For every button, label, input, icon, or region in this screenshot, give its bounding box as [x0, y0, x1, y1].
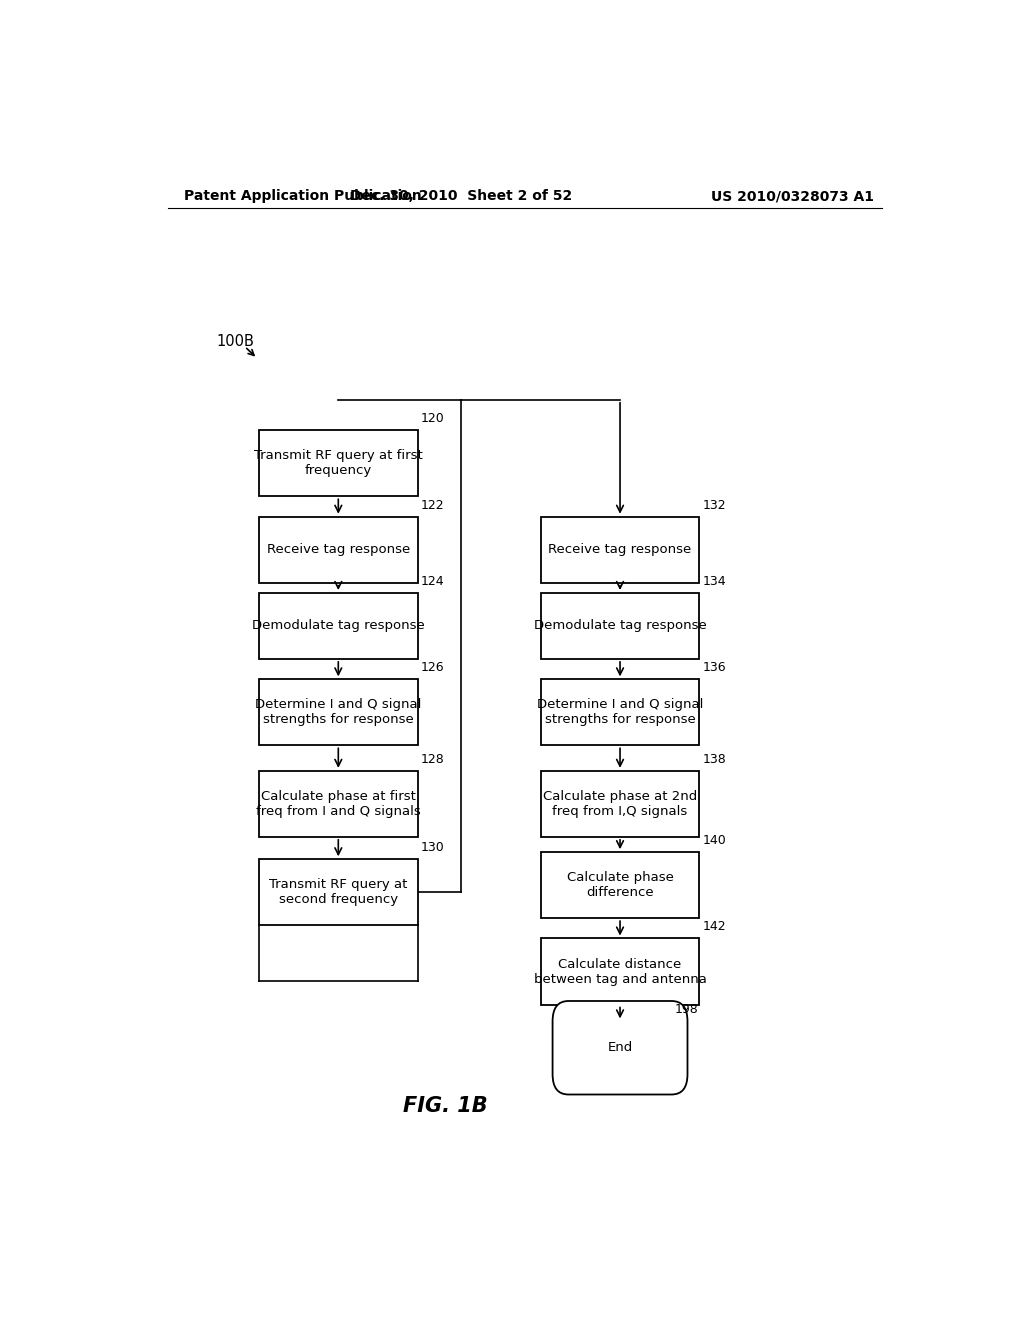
Text: Calculate phase
difference: Calculate phase difference: [566, 871, 674, 899]
Text: 128: 128: [421, 752, 444, 766]
Text: 124: 124: [421, 574, 444, 587]
Text: Patent Application Publication: Patent Application Publication: [183, 189, 421, 203]
Text: 100B: 100B: [217, 334, 255, 348]
Text: End: End: [607, 1041, 633, 1055]
Text: 134: 134: [702, 574, 726, 587]
Bar: [259, 859, 418, 925]
Text: Transmit RF query at
second frequency: Transmit RF query at second frequency: [269, 878, 408, 907]
Text: Demodulate tag response: Demodulate tag response: [252, 619, 425, 632]
Text: 120: 120: [421, 412, 444, 425]
Text: 126: 126: [421, 661, 444, 675]
Bar: [541, 939, 699, 1005]
Text: Calculate distance
between tag and antenna: Calculate distance between tag and anten…: [534, 957, 707, 986]
Bar: [541, 680, 699, 746]
Text: Calculate phase at first
freq from I and Q signals: Calculate phase at first freq from I and…: [256, 789, 421, 818]
FancyBboxPatch shape: [553, 1001, 687, 1094]
Bar: [259, 516, 418, 582]
Text: 136: 136: [702, 661, 726, 675]
Text: Determine I and Q signal
strengths for response: Determine I and Q signal strengths for r…: [537, 698, 703, 726]
Bar: [259, 771, 418, 837]
Bar: [259, 680, 418, 746]
Text: 198: 198: [675, 1003, 698, 1016]
Text: Determine I and Q signal
strengths for response: Determine I and Q signal strengths for r…: [255, 698, 422, 726]
Text: 132: 132: [702, 499, 726, 512]
Text: Receive tag response: Receive tag response: [266, 544, 410, 556]
Text: Dec. 30, 2010  Sheet 2 of 52: Dec. 30, 2010 Sheet 2 of 52: [350, 189, 572, 203]
Bar: [541, 516, 699, 582]
Text: FIG. 1B: FIG. 1B: [403, 1096, 487, 1115]
Text: Demodulate tag response: Demodulate tag response: [534, 619, 707, 632]
Text: Transmit RF query at first
frequency: Transmit RF query at first frequency: [254, 449, 423, 478]
Bar: [259, 593, 418, 659]
Text: 140: 140: [702, 834, 726, 847]
Text: 130: 130: [421, 841, 444, 854]
Text: 142: 142: [702, 920, 726, 933]
Bar: [259, 430, 418, 496]
Text: Receive tag response: Receive tag response: [549, 544, 691, 556]
Text: 138: 138: [702, 752, 726, 766]
Text: US 2010/0328073 A1: US 2010/0328073 A1: [711, 189, 873, 203]
Bar: [541, 853, 699, 919]
Bar: [541, 593, 699, 659]
Bar: [541, 771, 699, 837]
Text: Calculate phase at 2nd
freq from I,Q signals: Calculate phase at 2nd freq from I,Q sig…: [543, 789, 697, 818]
Text: 122: 122: [421, 499, 444, 512]
